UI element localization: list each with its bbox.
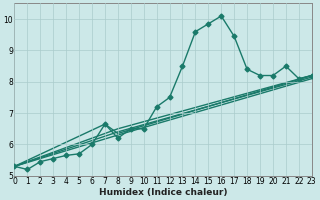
X-axis label: Humidex (Indice chaleur): Humidex (Indice chaleur): [99, 188, 227, 197]
